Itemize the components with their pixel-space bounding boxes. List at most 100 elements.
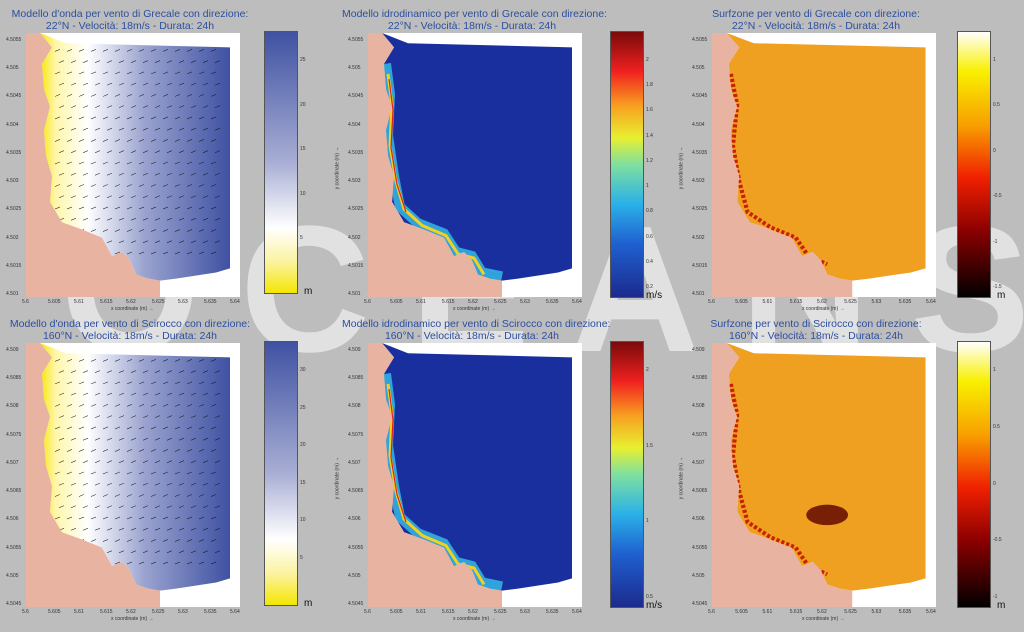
wave-vector xyxy=(58,105,65,108)
y-tick-label: 4.503 xyxy=(348,178,361,185)
colorbar xyxy=(610,341,644,608)
wave-vector xyxy=(210,139,217,142)
wave-vector xyxy=(90,471,97,475)
wave-vector xyxy=(150,49,157,52)
wave-vector xyxy=(202,415,209,418)
colorbar xyxy=(264,341,298,606)
wave-vector xyxy=(214,482,221,486)
y-tick-label: 4.5035 xyxy=(6,149,22,156)
wave-vector xyxy=(126,116,133,120)
colorbar xyxy=(957,31,991,298)
x-tick-label: 5.62 xyxy=(817,299,827,305)
wave-vector xyxy=(142,505,149,508)
y-tick-label: 4.507 xyxy=(348,459,361,466)
wave-vector xyxy=(174,139,181,142)
unit-label: m xyxy=(997,290,1006,301)
wave-vector xyxy=(142,150,149,153)
wave-vector xyxy=(174,426,181,430)
wave-vector xyxy=(130,437,137,441)
panel-title-line1: Modello d'onda per vento di Grecale con … xyxy=(11,8,249,20)
x-tick-label: 5.62 xyxy=(468,609,478,615)
y-tick-label: 4.504 xyxy=(348,121,361,128)
x-axis-label: x coordinate (m) → xyxy=(453,306,496,312)
wave-vector xyxy=(174,49,181,52)
colorbar-tick-label: 1 xyxy=(646,518,649,525)
wave-vector xyxy=(210,561,217,565)
wave-vector xyxy=(126,381,133,385)
wave-vector xyxy=(106,550,113,554)
wave-vector xyxy=(118,82,125,86)
colorbar-gradient xyxy=(264,341,298,606)
wave-vector xyxy=(214,460,221,463)
wave-vector xyxy=(162,516,169,520)
wave-vector xyxy=(154,437,161,441)
unit-label: m xyxy=(997,600,1006,611)
wave-vector xyxy=(90,494,97,497)
unit-label: m xyxy=(304,598,313,609)
wave-vector xyxy=(70,370,77,373)
wave-vector xyxy=(210,404,217,407)
wave-vector xyxy=(130,460,137,463)
wave-vector xyxy=(138,94,145,97)
wave-vector xyxy=(210,94,217,97)
colorbar-gradient xyxy=(610,31,644,298)
x-tick-label: 5.615 xyxy=(789,299,803,305)
wave-vector xyxy=(106,415,113,418)
x-tick-label: 5.605 xyxy=(390,299,403,305)
wave-vector xyxy=(70,150,77,153)
wave-vector xyxy=(70,415,77,418)
y-tick-label: 4.502 xyxy=(692,234,705,241)
wave-vector xyxy=(130,392,137,396)
y-tick-label: 4.5055 xyxy=(348,544,364,551)
wave-vector xyxy=(90,184,97,187)
x-tick-label: 5.61 xyxy=(762,299,773,305)
wave-vector xyxy=(126,561,133,565)
wave-vector xyxy=(162,426,169,430)
x-tick-label: 5.615 xyxy=(442,609,455,615)
x-tick-label: 5.64 xyxy=(572,609,582,615)
wave-vector xyxy=(82,482,89,486)
wave-vector xyxy=(142,195,149,198)
wave-vector xyxy=(130,217,137,221)
wave-vector xyxy=(78,404,85,407)
sea-field xyxy=(382,343,572,591)
wave-vector xyxy=(106,105,113,108)
wave-vector xyxy=(118,60,125,63)
x-tick-label: 5.61 xyxy=(74,609,84,615)
y-tick-label: 4.505 xyxy=(348,572,361,579)
wave-vector xyxy=(66,71,73,75)
y-tick-label: 4.508 xyxy=(348,403,361,410)
y-tick-label: 4.505 xyxy=(6,65,19,72)
land-area xyxy=(368,33,502,297)
wave-vector xyxy=(106,60,113,63)
wave-vector xyxy=(174,206,181,210)
wave-vector xyxy=(90,116,97,120)
y-tick-label: 4.501 xyxy=(692,291,705,297)
x-axis-label: x coordinate (m) → xyxy=(453,616,496,622)
wave-vector xyxy=(166,415,173,418)
wave-vector xyxy=(210,251,217,255)
wave-vector xyxy=(58,127,65,131)
land-area xyxy=(26,33,160,297)
map-svg xyxy=(712,343,926,607)
wave-vector xyxy=(58,370,65,373)
wave-vector xyxy=(70,217,77,221)
wave-vector xyxy=(82,527,89,531)
wave-vector xyxy=(190,482,197,486)
wave-vector xyxy=(214,150,221,153)
x-tick-label: 5.62 xyxy=(817,609,827,615)
wave-vector xyxy=(166,505,173,508)
wave-vector xyxy=(154,392,161,396)
wave-vector xyxy=(202,392,209,396)
wave-vector xyxy=(82,460,89,463)
panel-title-line2: 22°N - Velocità: 18m/s - Durata: 24h xyxy=(731,20,901,32)
x-tick-label: 5.615 xyxy=(100,299,113,305)
wave-vector xyxy=(186,229,193,232)
current-max xyxy=(388,78,407,213)
wave-vector xyxy=(114,184,121,187)
wave-vector xyxy=(214,240,221,244)
wave-vector xyxy=(106,150,113,153)
wave-vector xyxy=(126,49,133,52)
colorbar-tick-label: 1 xyxy=(646,183,649,190)
wave-vector xyxy=(190,60,197,63)
